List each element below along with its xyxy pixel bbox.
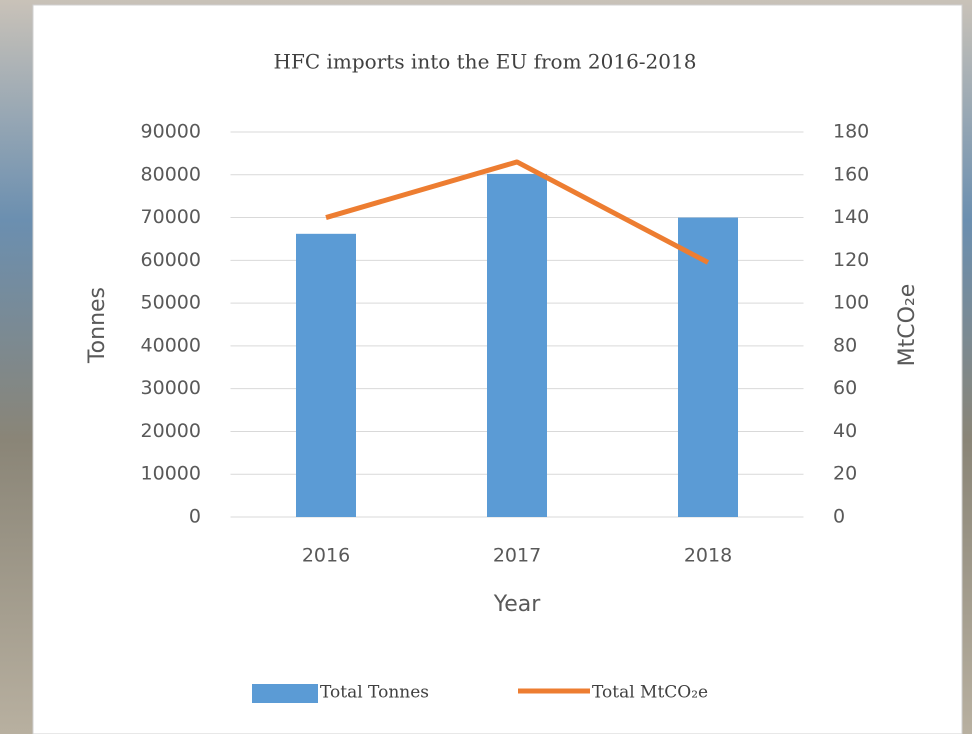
x-axis-title: Year bbox=[493, 592, 542, 617]
y2-axis-title: MtCO₂e bbox=[895, 284, 920, 367]
y-tick-label: 60000 bbox=[141, 249, 201, 271]
bar bbox=[296, 233, 356, 518]
line bbox=[325, 159, 710, 265]
legend-label: Total Tonnes bbox=[320, 683, 429, 703]
y2-tick-label: 80 bbox=[833, 334, 857, 356]
y2-tick-label: 60 bbox=[833, 377, 857, 399]
y2-tick-label: 40 bbox=[833, 420, 857, 442]
y-tick-label: 50000 bbox=[141, 292, 201, 314]
legend-swatch bbox=[252, 684, 318, 703]
y-tick-label: 0 bbox=[189, 506, 201, 528]
bar bbox=[487, 173, 547, 517]
y-tick-label: 90000 bbox=[141, 121, 201, 143]
x-tick-label: 2018 bbox=[684, 545, 732, 567]
y2-tick-label: 100 bbox=[833, 292, 869, 314]
y2-tick-label: 160 bbox=[833, 163, 869, 185]
y-tick-label: 80000 bbox=[141, 163, 201, 185]
y2-tick-label: 0 bbox=[833, 506, 845, 528]
bar bbox=[678, 217, 738, 518]
chart-title: HFC imports into the EU from 2016-2018 bbox=[274, 50, 697, 74]
y2-tick-label: 20 bbox=[833, 463, 857, 485]
legend-label: Total MtCO₂e bbox=[592, 683, 708, 703]
x-tick-label: 2017 bbox=[493, 545, 541, 567]
y2-tick-label: 120 bbox=[833, 249, 869, 271]
y-tick-label: 30000 bbox=[141, 377, 201, 399]
y-tick-label: 10000 bbox=[141, 463, 201, 485]
y-tick-label: 70000 bbox=[141, 206, 201, 228]
y2-tick-label: 180 bbox=[833, 121, 869, 143]
y-axis-title: Tonnes bbox=[85, 287, 110, 364]
x-tick-label: 2016 bbox=[302, 545, 350, 567]
y-tick-label: 40000 bbox=[141, 334, 201, 356]
y-tick-label: 20000 bbox=[141, 420, 201, 442]
y2-tick-label: 140 bbox=[833, 206, 869, 228]
